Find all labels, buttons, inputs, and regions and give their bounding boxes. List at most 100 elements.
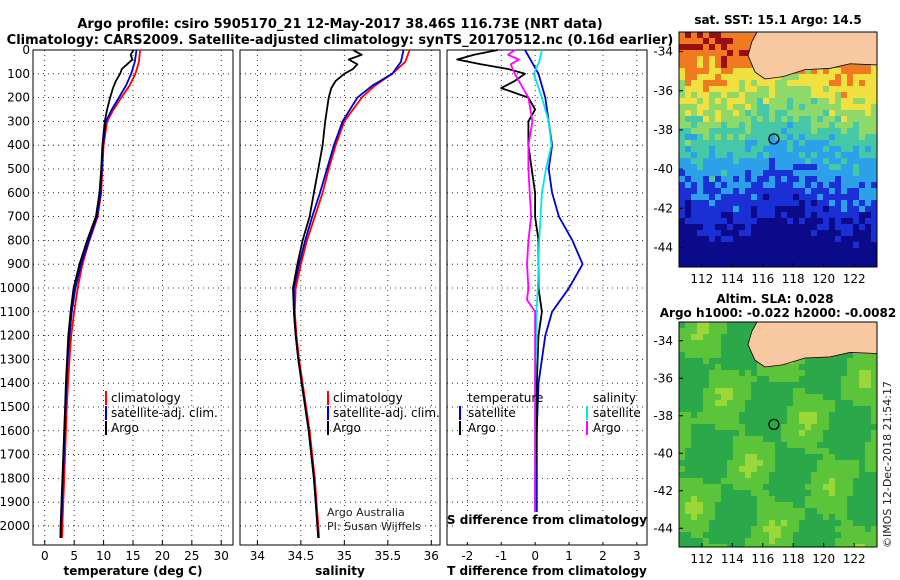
map-cell [835, 80, 841, 86]
map-cell [805, 406, 811, 412]
map-cell [793, 74, 799, 80]
x-tick-label: 1 [565, 549, 573, 563]
map-cell [757, 128, 763, 134]
map-cell [817, 80, 823, 86]
map-cell [865, 224, 871, 230]
map-cell [745, 340, 751, 346]
map-cell [727, 248, 733, 254]
map-cell [739, 532, 745, 538]
map-cell [763, 134, 769, 140]
map-cell [787, 200, 793, 206]
map-cell [817, 382, 823, 388]
map-cell [703, 370, 709, 376]
map-cell [793, 364, 799, 370]
x-tick-label: 20 [155, 549, 170, 563]
map-cell [769, 248, 775, 254]
map-cell [739, 430, 745, 436]
map-cell [745, 418, 751, 424]
map-cell [769, 230, 775, 236]
map-cell [871, 158, 877, 164]
map-cell [787, 370, 793, 376]
map-cell [727, 158, 733, 164]
map-cell [799, 442, 805, 448]
map-cell [787, 454, 793, 460]
map-cell [835, 212, 841, 218]
map-cell [745, 32, 751, 38]
map-cell [757, 92, 763, 98]
map-cell [793, 400, 799, 406]
map-cell [787, 212, 793, 218]
map-cell [811, 176, 817, 182]
map-cell [721, 382, 727, 388]
depth-tick-label: 100 [7, 67, 30, 81]
map-cell [835, 260, 841, 266]
map-cell [775, 224, 781, 230]
map-cell [847, 170, 853, 176]
map-cell [721, 412, 727, 418]
map-cell [709, 50, 715, 56]
map-cell [697, 230, 703, 236]
map-cell [805, 212, 811, 218]
x-tick-label: 10 [96, 549, 111, 563]
map-cell [757, 532, 763, 538]
map-cell [697, 164, 703, 170]
map-cell [835, 128, 841, 134]
map-cell [733, 248, 739, 254]
map-cell [763, 478, 769, 484]
map-cell [679, 532, 685, 538]
map-cell [769, 400, 775, 406]
map-cell [871, 80, 877, 86]
map-cell [763, 86, 769, 92]
map-cell [805, 466, 811, 472]
map-cell [817, 140, 823, 146]
map-cell [799, 538, 805, 544]
map-cell [817, 68, 823, 74]
map-cell [697, 520, 703, 526]
map-cell [817, 212, 823, 218]
map-cell [715, 424, 721, 430]
map-cell [781, 364, 787, 370]
map-cell [805, 140, 811, 146]
map-cell [709, 346, 715, 352]
map-cell [745, 508, 751, 514]
map-cell [703, 334, 709, 340]
map-cell [835, 502, 841, 508]
map-cell [799, 92, 805, 98]
map-cell [871, 400, 877, 406]
map-cell [697, 460, 703, 466]
map-cell [697, 248, 703, 254]
map-cell [853, 62, 859, 68]
legend-climatology-label: climatology [333, 391, 403, 405]
map-cell [787, 382, 793, 388]
map-cell [685, 200, 691, 206]
map-cell [847, 478, 853, 484]
lat-tick-label: -40 [653, 162, 673, 176]
map-cell [811, 158, 817, 164]
map-cell [727, 116, 733, 122]
map-cell [859, 472, 865, 478]
map-cell [775, 496, 781, 502]
map-cell [715, 490, 721, 496]
map-cell [829, 388, 835, 394]
map-cell [829, 200, 835, 206]
map-cell [859, 230, 865, 236]
map-cell [727, 224, 733, 230]
map-cell [781, 448, 787, 454]
map-cell [721, 472, 727, 478]
map-cell [811, 170, 817, 176]
map-cell [781, 212, 787, 218]
map-cell [817, 490, 823, 496]
map-cell [715, 460, 721, 466]
map-cell [691, 514, 697, 520]
map-cell [763, 80, 769, 86]
map-cell [745, 370, 751, 376]
map-cell [697, 400, 703, 406]
map-cell [847, 502, 853, 508]
map-cell [841, 376, 847, 382]
map-cell [757, 442, 763, 448]
map-cell [745, 230, 751, 236]
map-cell [757, 98, 763, 104]
map-cell [715, 340, 721, 346]
map-cell [793, 92, 799, 98]
map-cell [871, 122, 877, 128]
